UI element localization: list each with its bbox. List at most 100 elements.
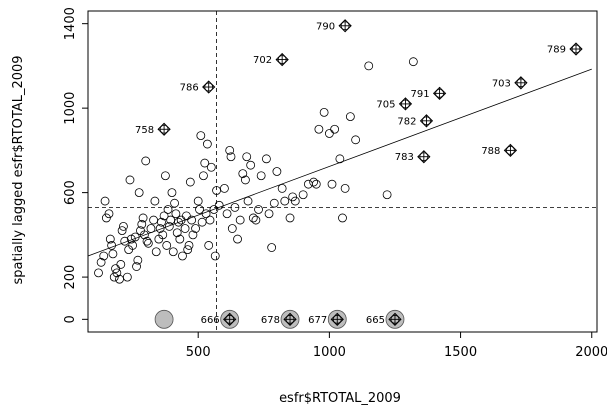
data-point — [185, 177, 195, 187]
data-point — [298, 190, 308, 200]
data-point — [115, 274, 124, 284]
data-point — [166, 215, 176, 225]
influential-point — [157, 122, 171, 136]
data-point — [180, 224, 190, 233]
point-label: 786 — [180, 83, 199, 94]
data-point — [196, 131, 206, 140]
data-point — [138, 213, 148, 223]
data-point — [107, 241, 117, 250]
data-point — [146, 224, 156, 233]
data-point — [128, 241, 138, 250]
point-label: 789 — [547, 45, 566, 56]
data-point — [117, 226, 127, 236]
data-point — [241, 175, 250, 185]
data-point — [187, 215, 197, 225]
data-point — [167, 188, 177, 198]
point-label: 677 — [308, 315, 327, 326]
data-point — [108, 249, 118, 259]
data-point — [209, 205, 219, 214]
data-point — [227, 224, 237, 233]
data-point — [181, 211, 191, 221]
data-point — [214, 200, 224, 210]
data-point — [104, 209, 114, 219]
data-point — [140, 230, 149, 240]
point-label: 666 — [201, 315, 220, 326]
data-point — [105, 234, 115, 244]
data-point — [151, 247, 161, 257]
point-label: 665 — [366, 315, 385, 326]
data-point — [345, 112, 355, 121]
zero-lag-point — [280, 309, 300, 329]
y-tick-label: 200 — [63, 265, 78, 290]
data-point — [133, 255, 143, 265]
data-point — [116, 260, 126, 269]
data-point — [327, 179, 337, 189]
point-label: 678 — [261, 315, 280, 326]
data-point — [134, 188, 144, 198]
y-tick-label: 600 — [63, 180, 78, 205]
x-axis-label: esfr$RTOTAL_2009 — [279, 391, 401, 406]
influential-point — [202, 80, 216, 94]
data-point — [233, 234, 242, 244]
data-point — [202, 139, 212, 149]
data-point — [204, 241, 214, 250]
influential-point — [432, 86, 447, 100]
data-point — [149, 215, 158, 225]
influential-point — [503, 143, 518, 158]
data-point — [130, 232, 140, 242]
x-tick-label: 500 — [186, 345, 211, 360]
y-axis-label: spatially lagged esfr$RTOTAL_2009 — [11, 55, 26, 284]
data-point — [277, 183, 287, 193]
data-point — [170, 198, 179, 208]
point-label: 702 — [253, 55, 272, 66]
influential-point — [398, 97, 413, 111]
data-point — [267, 243, 277, 252]
data-point — [382, 190, 392, 200]
data-point — [158, 230, 168, 240]
data-point — [125, 175, 135, 185]
data-point — [137, 219, 147, 229]
data-point — [230, 203, 240, 212]
point-label: 788 — [481, 146, 500, 157]
data-point — [168, 247, 178, 257]
data-point — [330, 124, 340, 134]
data-point — [338, 213, 347, 223]
x-axis-ticks: 500 1000 1500 2000 — [186, 332, 607, 360]
data-point — [210, 251, 220, 261]
data-point — [335, 154, 345, 164]
data-point — [205, 215, 215, 225]
data-point — [264, 209, 274, 219]
data-point — [109, 272, 119, 282]
data-point — [364, 61, 374, 71]
data-point — [193, 196, 203, 206]
data-point — [172, 228, 182, 238]
data-point — [220, 183, 229, 193]
data-point — [235, 215, 245, 225]
point-label: 783 — [395, 152, 414, 163]
data-point — [314, 124, 324, 134]
data-point — [340, 183, 350, 193]
data-point — [303, 179, 313, 189]
influential-point — [419, 114, 434, 128]
influential-point — [275, 52, 289, 67]
data-point — [171, 209, 181, 219]
data-point — [201, 209, 211, 219]
data-point — [197, 217, 207, 227]
data-point — [178, 251, 187, 261]
data-point — [174, 217, 183, 227]
data-point — [195, 205, 204, 214]
data-point — [288, 192, 298, 202]
reference-lines — [88, 11, 597, 332]
data-point — [96, 257, 106, 267]
data-point — [159, 211, 169, 221]
data-point — [206, 162, 216, 172]
data-point — [226, 152, 236, 162]
zero-lag-point — [385, 309, 405, 329]
point-label: 782 — [397, 116, 416, 127]
data-point — [254, 205, 263, 214]
data-point — [324, 129, 334, 138]
data-point — [175, 234, 185, 244]
point-label: 790 — [316, 21, 335, 32]
zero-lag-point — [327, 309, 347, 329]
